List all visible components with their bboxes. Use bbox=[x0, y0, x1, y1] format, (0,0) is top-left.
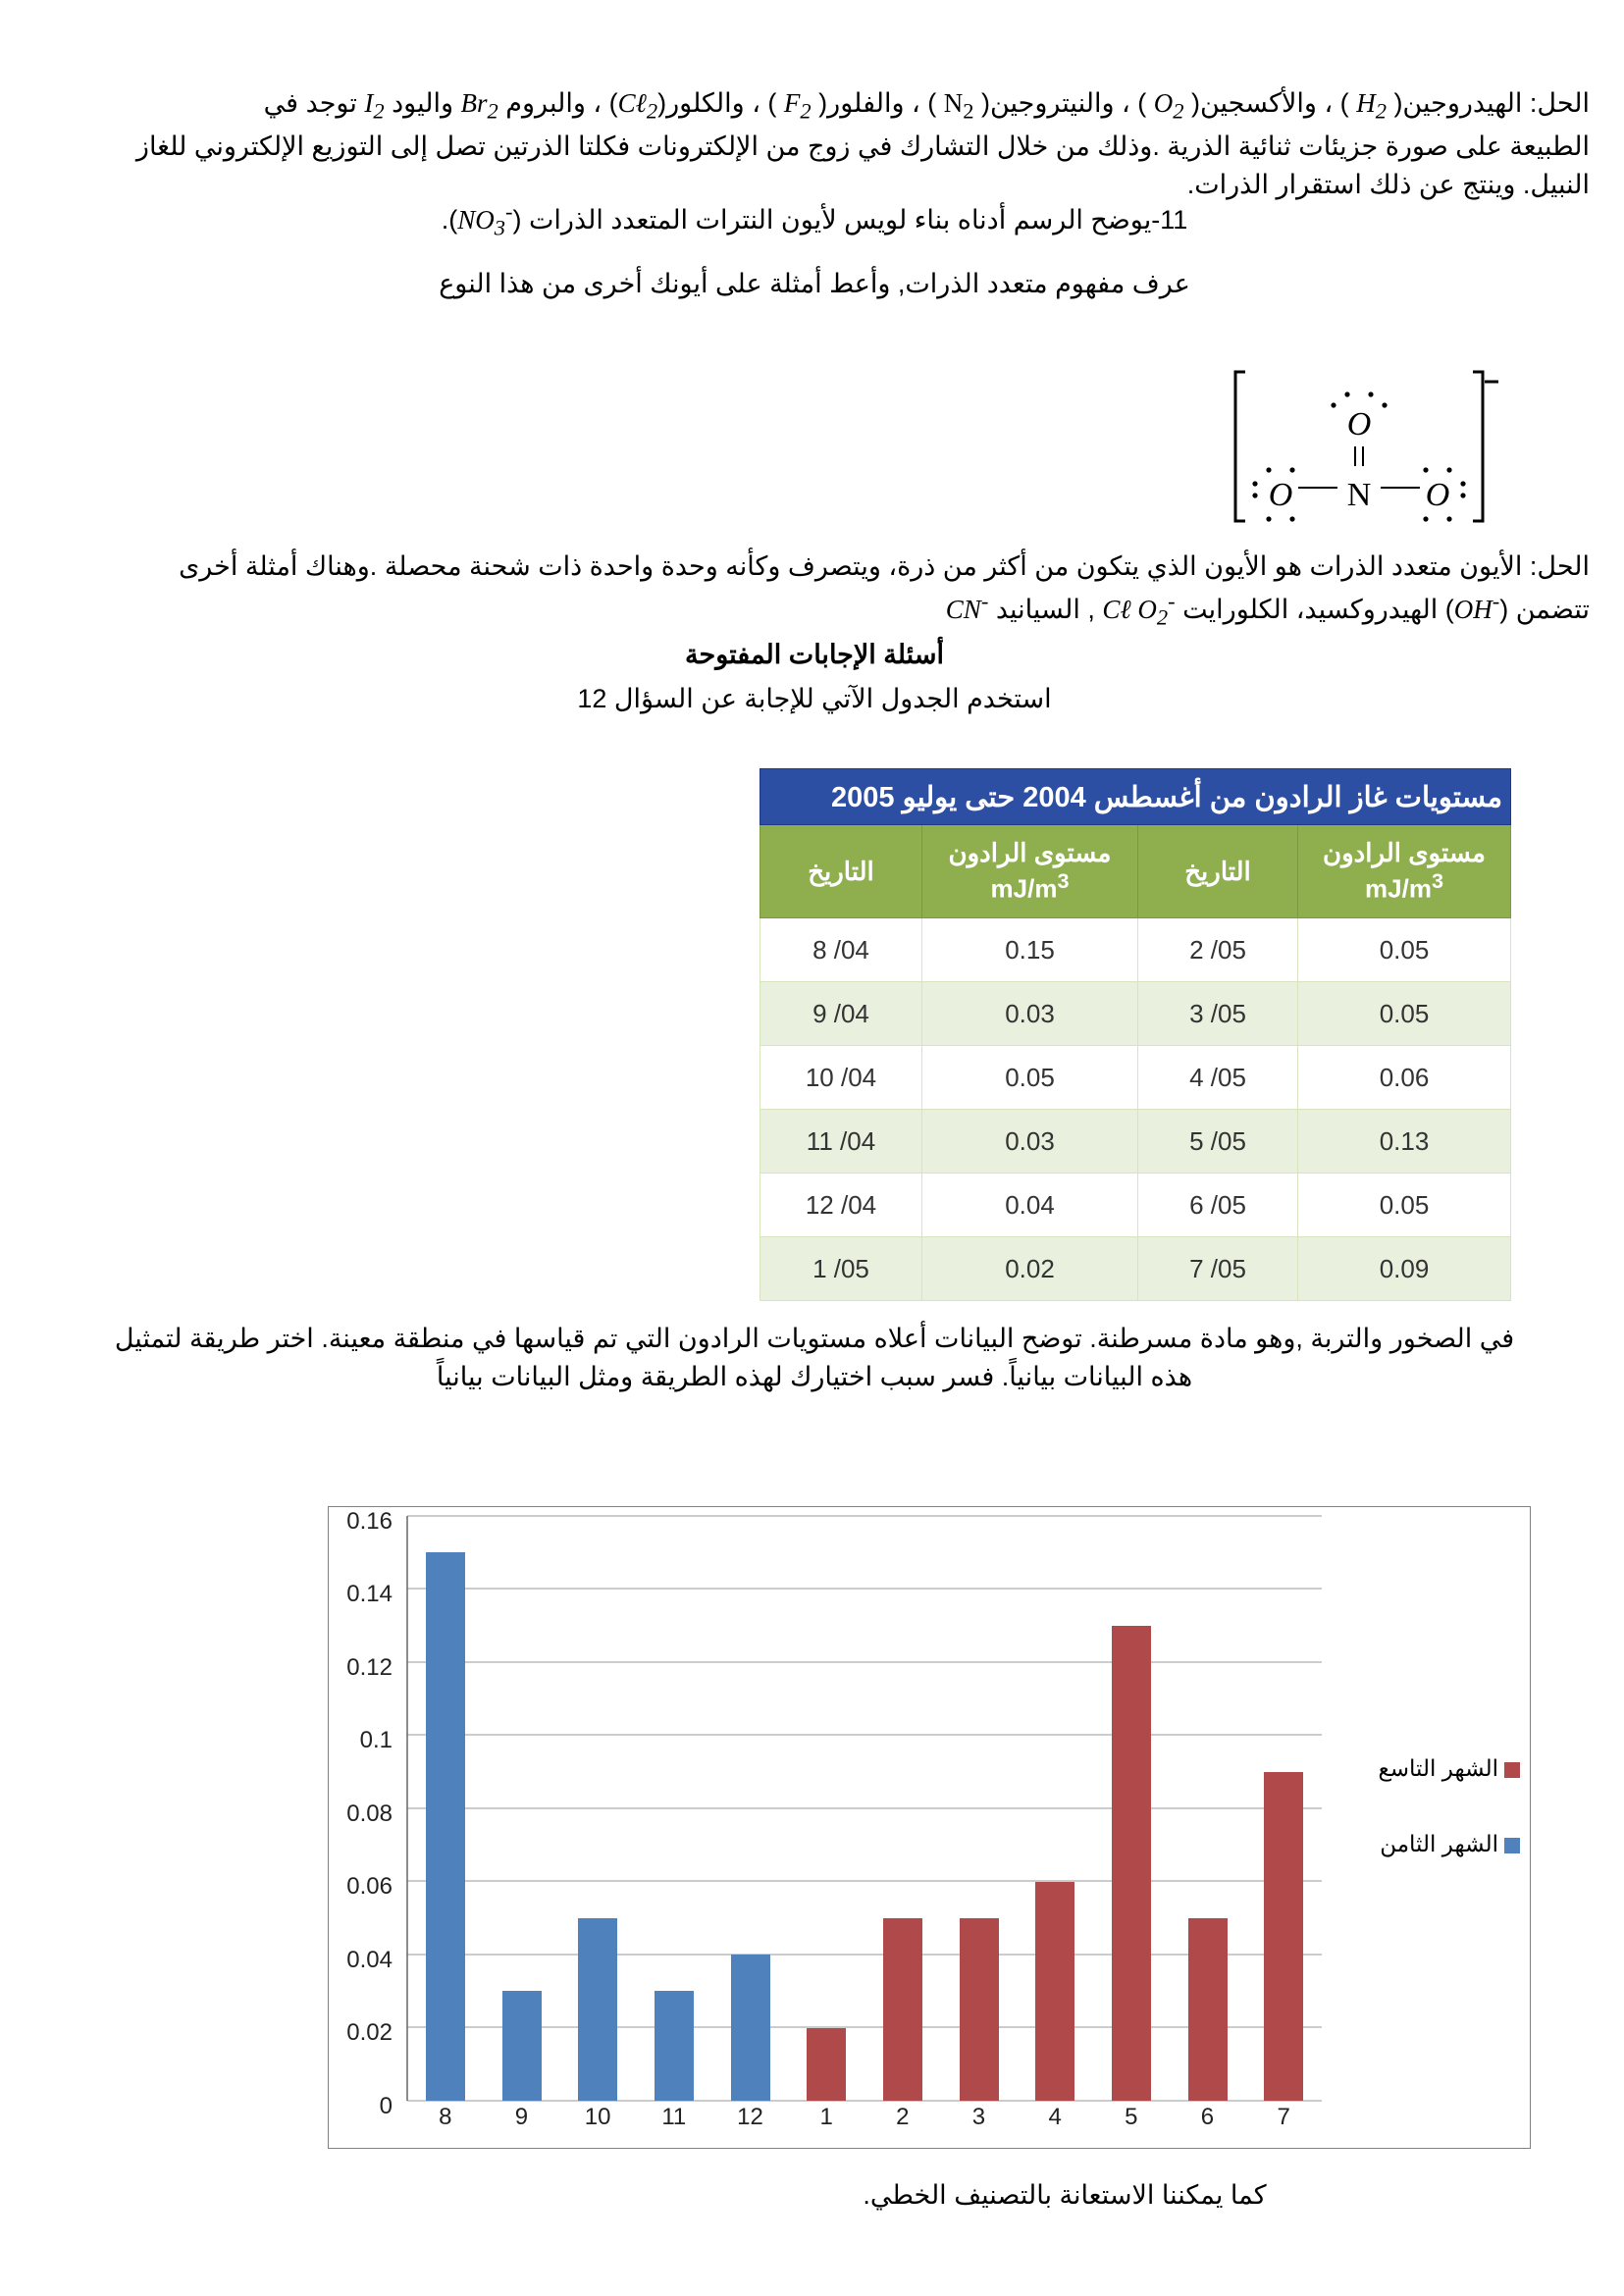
svg-text:O: O bbox=[1347, 406, 1372, 443]
svg-text:N: N bbox=[1347, 477, 1372, 513]
svg-text:O: O bbox=[1269, 477, 1293, 513]
svg-text:O: O bbox=[1426, 477, 1450, 513]
